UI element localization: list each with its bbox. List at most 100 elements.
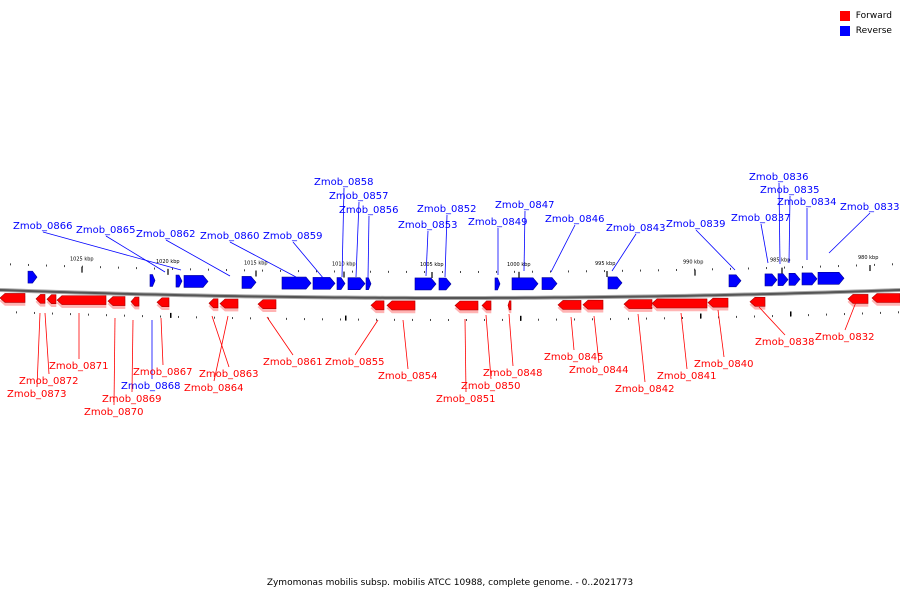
forward-gene-label: Zmob_0861 <box>263 357 323 368</box>
minor-tick <box>88 313 89 316</box>
minor-tick <box>64 265 65 268</box>
minor-tick <box>304 318 305 321</box>
reverse-gene-leader <box>550 224 576 273</box>
forward-gene-label: Zmob_0851 <box>436 394 496 405</box>
reverse-gene-leader <box>42 231 182 271</box>
forward-gene-arrow <box>370 300 385 311</box>
reverse-gene-arrow <box>607 276 623 290</box>
minor-tick <box>730 267 731 270</box>
minor-tick <box>856 264 857 267</box>
reverse-gene-arrow <box>241 276 257 289</box>
reverse-gene-label: Zmob_0868 <box>121 381 181 392</box>
forward-gene-arrow <box>107 296 126 306</box>
scale-tick-label: 995 kbp <box>595 261 615 267</box>
minor-tick <box>172 267 173 270</box>
minor-tick <box>178 315 179 318</box>
minor-tick <box>322 318 323 321</box>
minor-tick <box>280 269 281 272</box>
scale-tick-label: 1020 kbp <box>156 259 180 265</box>
scale-tick-mark <box>700 313 702 319</box>
reverse-gene-label: Zmob_0836 <box>749 172 809 183</box>
minor-tick <box>388 270 389 273</box>
forward-gene-arrow <box>582 299 604 310</box>
minor-tick <box>70 313 71 316</box>
minor-tick <box>622 269 623 272</box>
minor-tick <box>592 318 593 321</box>
reverse-gene-leader <box>444 214 448 278</box>
reverse-gene-arrow <box>149 274 156 287</box>
minor-tick <box>826 313 827 316</box>
minor-tick <box>106 314 107 317</box>
minor-tick <box>136 267 137 270</box>
minor-tick <box>808 314 809 317</box>
reverse-gene-arrow <box>764 273 778 287</box>
minor-tick <box>160 315 161 318</box>
forward-gene-label: Zmob_0854 <box>378 371 438 382</box>
legend-forward: Forward <box>839 8 892 23</box>
minor-tick <box>142 315 143 318</box>
minor-tick <box>352 270 353 273</box>
reverse-gene-leader <box>292 241 325 280</box>
minor-tick <box>394 318 395 321</box>
reverse-gene-arrow <box>541 277 558 290</box>
forward-gene-arrow <box>208 298 219 309</box>
reverse-gene-arrow <box>801 272 818 286</box>
reverse-gene-arrow <box>281 276 312 290</box>
forward-gene-arrow <box>557 300 582 310</box>
minor-tick <box>694 268 695 271</box>
forward-gene-leader <box>508 313 514 367</box>
minor-tick <box>208 268 209 271</box>
forward-gene-leader <box>485 314 492 380</box>
reverse-gene-label: Zmob_0835 <box>760 185 820 196</box>
minor-tick <box>286 317 287 320</box>
minor-tick <box>34 311 35 314</box>
minor-tick <box>340 318 341 321</box>
minor-tick <box>502 318 503 321</box>
forward-gene-arrow <box>707 297 729 308</box>
legend-reverse: Reverse <box>839 23 892 38</box>
forward-gene-arrow <box>257 299 277 309</box>
minor-tick <box>880 311 881 314</box>
minor-tick <box>226 269 227 272</box>
minor-tick <box>16 311 17 314</box>
reverse-gene-arrow <box>788 273 801 286</box>
reverse-gene-label: Zmob_0865 <box>76 225 136 236</box>
forward-gene-label: Zmob_0863 <box>199 369 259 380</box>
reverse-gene-leader <box>355 201 360 278</box>
reverse-gene-leader <box>695 229 736 271</box>
forward-gene-leader <box>637 313 646 383</box>
reverse-gene-arrow <box>336 277 346 290</box>
minor-tick <box>298 270 299 273</box>
minor-tick <box>412 318 413 321</box>
legend-reverse-label: Reverse <box>855 25 892 36</box>
minor-tick <box>658 269 659 272</box>
scale-tick-label: 990 kbp <box>683 260 703 266</box>
minor-tick <box>586 270 587 273</box>
forward-gene-leader <box>354 319 379 356</box>
minor-tick <box>358 318 359 321</box>
minor-tick <box>568 270 569 273</box>
reverse-gene-label: Zmob_0834 <box>777 197 837 208</box>
minor-tick <box>232 317 233 320</box>
backbone-line <box>0 288 900 299</box>
scale-tick-label: 1005 kbp <box>420 262 444 268</box>
forward-gene-leader <box>570 316 575 351</box>
reverse-gene-label: Zmob_0862 <box>136 229 196 240</box>
minor-tick <box>748 267 749 270</box>
minor-tick <box>736 315 737 318</box>
reverse-gene-label: Zmob_0857 <box>329 191 389 202</box>
minor-tick <box>718 316 719 319</box>
minor-tick <box>646 317 647 320</box>
minor-tick <box>478 270 479 273</box>
minor-tick <box>640 269 641 272</box>
minor-tick <box>550 270 551 273</box>
minor-tick <box>118 266 119 269</box>
minor-tick <box>10 263 11 266</box>
minor-tick <box>196 316 197 319</box>
forward-gene-label: Zmob_0841 <box>657 371 717 382</box>
minor-tick <box>424 270 425 273</box>
reverse-gene-arrow <box>438 277 452 291</box>
minor-tick <box>844 313 845 316</box>
reverse-gene-label: Zmob_0846 <box>545 214 605 225</box>
minor-tick <box>838 265 839 268</box>
